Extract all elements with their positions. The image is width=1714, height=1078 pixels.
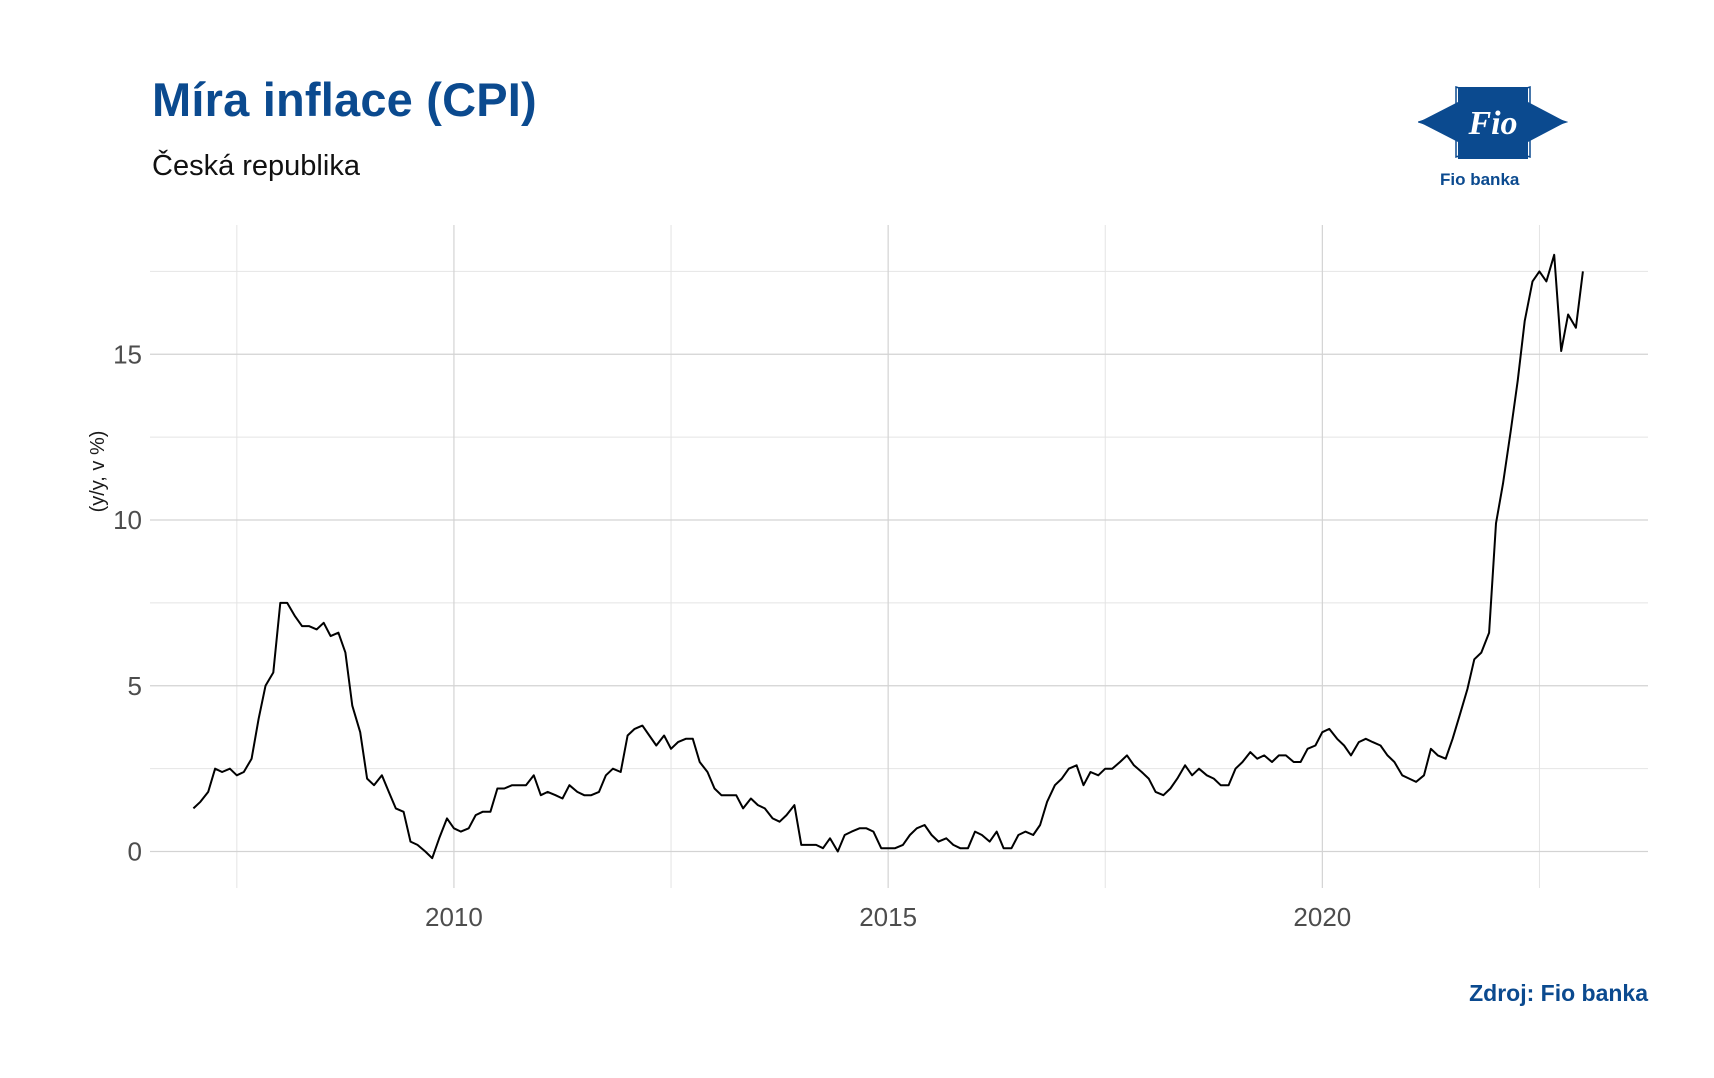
fio-logo: Fio <box>1416 82 1569 192</box>
y-tick-label: 10 <box>113 505 142 535</box>
y-axis-ticks: 0 5 10 15 <box>113 339 142 866</box>
y-tick-label: 0 <box>128 837 142 867</box>
chart-title: Míra inflace (CPI) <box>152 73 537 126</box>
x-tick-label: 2010 <box>425 902 483 932</box>
major-grid <box>150 225 1648 888</box>
y-axis-label: (y/y, v %) <box>87 431 109 513</box>
x-tick-label: 2015 <box>859 902 917 932</box>
logo-mark-text: Fio <box>1467 105 1517 142</box>
x-tick-label: 2020 <box>1293 902 1351 932</box>
cpi-series-line <box>192 253 1584 860</box>
chart-subtitle: Česká republika <box>152 150 360 182</box>
minor-grid <box>150 225 1648 888</box>
x-axis-ticks: 2010 2015 2020 <box>425 902 1351 932</box>
fio-flag-icon: Fio <box>1416 85 1569 159</box>
source-note: Zdroj: Fio banka <box>1469 980 1648 1006</box>
logo-caption: Fio banka <box>1440 170 1520 189</box>
y-tick-label: 5 <box>128 671 142 701</box>
y-tick-label: 15 <box>113 339 142 369</box>
